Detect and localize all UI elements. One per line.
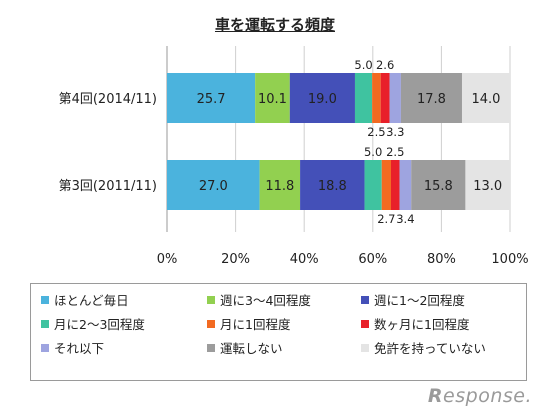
data-label: 2.5 <box>386 145 404 159</box>
legend-swatch <box>207 295 215 304</box>
watermark-prefix: R <box>427 385 444 407</box>
bar-segment <box>465 160 510 210</box>
data-label: 2.6 <box>376 58 394 72</box>
bar-segment <box>167 160 260 210</box>
legend-swatch <box>207 319 215 328</box>
bar-segment <box>380 73 390 123</box>
bar-segment <box>399 160 412 210</box>
x-tick-label: 0% <box>157 252 178 267</box>
x-tick-label: 60% <box>358 252 387 267</box>
bar-segment <box>364 160 382 210</box>
bar-segment <box>289 73 355 123</box>
data-label: 10.1 <box>258 92 287 107</box>
watermark-text: esponse. <box>443 385 532 407</box>
bar-segment <box>259 160 301 210</box>
legend-label: 運転しない <box>220 341 283 356</box>
bar-segment <box>300 160 365 210</box>
legend: ほとんど毎日 週に3～4回程度 週に1～2回程度月に2～3回程度 月に1回程度 数ヶ月に… <box>30 283 527 381</box>
data-label: 15.8 <box>424 179 453 194</box>
x-tick-label: 80% <box>427 252 456 267</box>
bar-segment <box>400 73 462 123</box>
legend-swatch <box>361 319 369 328</box>
chart-title: 車を運転する頻度 <box>214 16 335 34</box>
bar-segment <box>411 160 466 210</box>
bar-segment <box>381 160 391 210</box>
legend-swatch <box>361 343 369 352</box>
watermark: Response. <box>428 385 532 407</box>
x-tick-label: 20% <box>221 252 250 267</box>
legend-swatch <box>41 319 49 328</box>
legend-label: 免許を持っていない <box>374 341 486 356</box>
data-label: 19.0 <box>308 92 337 107</box>
legend-label: 週に1～2回程度 <box>374 293 465 308</box>
bar-segment <box>390 160 400 210</box>
data-label: 18.8 <box>318 179 347 194</box>
legend-label: ほとんど毎日 <box>54 293 129 308</box>
legend-item: それ以下 <box>41 338 104 357</box>
bar-segment <box>354 73 373 123</box>
bar-segment <box>167 73 256 123</box>
legend-item: 週に1～2回程度 <box>361 290 465 309</box>
data-label: 2.7 <box>377 212 395 226</box>
legend-item: 数ヶ月に1回程度 <box>361 314 469 333</box>
data-label: 14.0 <box>472 92 501 107</box>
bar-segment <box>255 73 290 123</box>
data-label: 27.0 <box>199 179 228 194</box>
legend-label: 週に3～4回程度 <box>220 293 311 308</box>
legend-swatch <box>41 295 49 304</box>
data-label: 5.0 <box>354 58 372 72</box>
data-label: 17.8 <box>417 92 446 107</box>
data-label: 11.8 <box>265 179 294 194</box>
x-tick-label: 40% <box>290 252 319 267</box>
legend-label: 月に2～3回程度 <box>54 317 145 332</box>
data-label: 13.0 <box>473 179 502 194</box>
legend-item: 免許を持っていない <box>361 338 486 357</box>
legend-label: それ以下 <box>54 341 105 356</box>
legend-item: 週に3～4回程度 <box>207 290 311 309</box>
legend-swatch <box>361 295 369 304</box>
bar-segment <box>389 73 401 123</box>
category-label: 第4回(2014/11) <box>59 92 157 107</box>
stacked-bar-chart: 0% 20% 40% 60% 80% 100% 25.7 10.1 19.0 5.0 2.5 2.6 3… <box>59 46 529 267</box>
data-label: 2.5 <box>367 125 385 139</box>
data-label: 3.3 <box>386 125 404 139</box>
category-label: 第3回(2011/11) <box>59 179 157 194</box>
legend-item: 月に1回程度 <box>207 314 290 333</box>
legend-label: 月に1回程度 <box>220 317 291 332</box>
bar-segment <box>461 73 510 123</box>
data-label: 5.0 <box>364 145 382 159</box>
legend-label: 数ヶ月に1回程度 <box>374 317 470 332</box>
data-label: 25.7 <box>197 92 226 107</box>
legend-item: ほとんど毎日 <box>41 290 129 309</box>
legend-item: 運転しない <box>207 338 283 357</box>
x-tick-label: 100% <box>491 252 528 267</box>
bar-segment <box>372 73 381 123</box>
legend-item: 月に2～3回程度 <box>41 314 145 333</box>
legend-swatch <box>41 343 49 352</box>
data-label: 3.4 <box>396 212 414 226</box>
legend-swatch <box>207 343 215 352</box>
